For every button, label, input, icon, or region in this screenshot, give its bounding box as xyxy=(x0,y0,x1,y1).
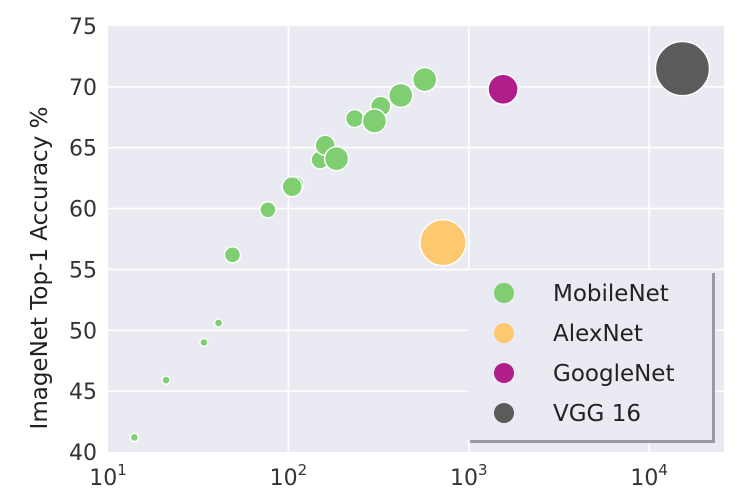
legend-marker-googlenet xyxy=(494,363,514,383)
alexnet-point xyxy=(419,218,467,267)
y-tick-label: 45 xyxy=(69,380,97,405)
mobilenet-point xyxy=(199,337,209,348)
legend-label-googlenet: GoogleNet xyxy=(553,361,674,387)
x-tick-label: 101 xyxy=(89,461,127,491)
mobilenet-point xyxy=(388,82,414,109)
x-tick-label: 103 xyxy=(450,461,488,491)
y-tick-label: 70 xyxy=(69,76,97,101)
mobilenet-point xyxy=(259,201,277,219)
legend-marker-mobilenet xyxy=(494,283,514,303)
y-tick-label: 55 xyxy=(69,258,97,283)
mobilenet-point xyxy=(161,375,171,385)
legend-label-mobilenet: MobileNet xyxy=(553,281,669,307)
mobilenet-point xyxy=(281,175,303,198)
data-points xyxy=(129,40,711,443)
y-tick-label: 60 xyxy=(69,198,97,223)
legend-label-alexnet: AlexNet xyxy=(553,321,643,347)
y-tick-label: 50 xyxy=(69,319,97,344)
legend-label-vgg-16: VGG 16 xyxy=(553,401,641,427)
y-tick-label: 65 xyxy=(69,137,97,162)
y-tick-label: 40 xyxy=(69,441,97,466)
x-tick-label: 104 xyxy=(630,461,668,491)
mobilenet-point xyxy=(344,108,365,129)
y-tick-label: 75 xyxy=(69,15,97,40)
mobilenet-point xyxy=(412,66,438,93)
mobilenet-point xyxy=(361,108,388,134)
mobilenet-point xyxy=(213,318,224,328)
tick-labels: 40 45 50 55 60 65 70 75 101 102 103 104 xyxy=(69,15,668,491)
googlenet-point xyxy=(487,73,519,105)
x-tick-label: 102 xyxy=(270,461,308,491)
legend-marker-vgg-16 xyxy=(494,403,514,423)
mobilenet-point xyxy=(223,246,242,264)
mobilenet-point xyxy=(129,432,140,443)
legend: MobileNet AlexNet GoogleNet VGG 16 xyxy=(467,270,715,443)
y-axis-title: ImageNet Top-1 Accuracy % xyxy=(27,107,53,430)
mobilenet-point xyxy=(323,145,350,172)
vgg-16-point xyxy=(654,40,711,97)
legend-marker-alexnet xyxy=(494,323,514,343)
